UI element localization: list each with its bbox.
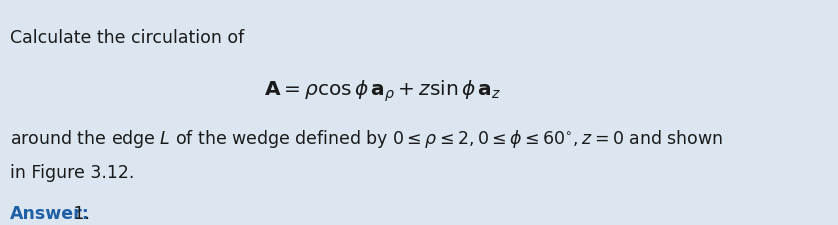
Text: $\mathbf{A} = \rho \cos \phi\, \mathbf{a}_{\rho} + z \sin \phi\, \mathbf{a}_{z}$: $\mathbf{A} = \rho \cos \phi\, \mathbf{a… bbox=[264, 78, 502, 103]
Text: in Figure 3.12.: in Figure 3.12. bbox=[10, 163, 134, 181]
Text: 1.: 1. bbox=[68, 204, 91, 222]
Text: Answer:: Answer: bbox=[10, 204, 90, 222]
Text: Calculate the circulation of: Calculate the circulation of bbox=[10, 29, 244, 46]
Text: around the edge $L$ of the wedge defined by $0 \leq \rho \leq 2, 0 \leq \phi \le: around the edge $L$ of the wedge defined… bbox=[10, 127, 723, 149]
